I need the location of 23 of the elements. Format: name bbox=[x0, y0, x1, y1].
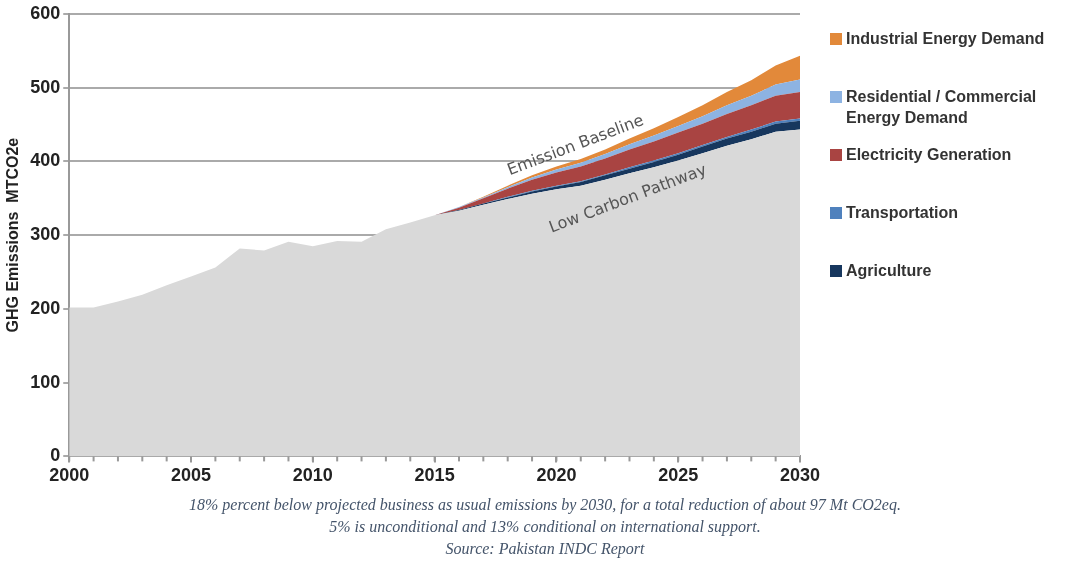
y-tick-label: 400 bbox=[30, 150, 61, 171]
y-tick-label: 100 bbox=[30, 371, 61, 392]
x-tick-label: 2005 bbox=[171, 465, 212, 486]
y-tick-label: 200 bbox=[30, 297, 61, 318]
y-tick-label: 600 bbox=[30, 2, 61, 23]
x-tick-label: 2030 bbox=[779, 465, 821, 486]
legend-label: Residential / Commercial Energy Demand bbox=[846, 87, 1038, 128]
source-note: Source: Pakistan INDC Report bbox=[444, 539, 646, 560]
x-tick-label: 2015 bbox=[414, 465, 455, 486]
y-axis-title: GHG Emissions MTCO2e bbox=[4, 137, 22, 333]
x-tick-label: 2010 bbox=[292, 465, 333, 486]
y-tick-label: 300 bbox=[30, 224, 61, 245]
x-tick-label: 2000 bbox=[49, 465, 90, 486]
text: 18% percent below projected business as usual emissions by 2030, for a total reduction of about 97 Mt CO2eq. bbox=[188, 495, 902, 516]
legend-label: Industrial Energy Demand bbox=[846, 29, 1045, 49]
x-tick-label: 2020 bbox=[536, 465, 577, 486]
legend-label: Agriculture bbox=[846, 261, 932, 281]
y-tick-label: 500 bbox=[30, 76, 61, 97]
text: 5% is unconditional and 13% conditional on international support. bbox=[328, 517, 762, 538]
y-tick-label: 0 bbox=[50, 445, 61, 466]
x-tick-label: 2025 bbox=[658, 465, 699, 486]
legend-label: Electricity Generation bbox=[846, 145, 1012, 165]
legend-label: Transportation bbox=[846, 203, 959, 223]
